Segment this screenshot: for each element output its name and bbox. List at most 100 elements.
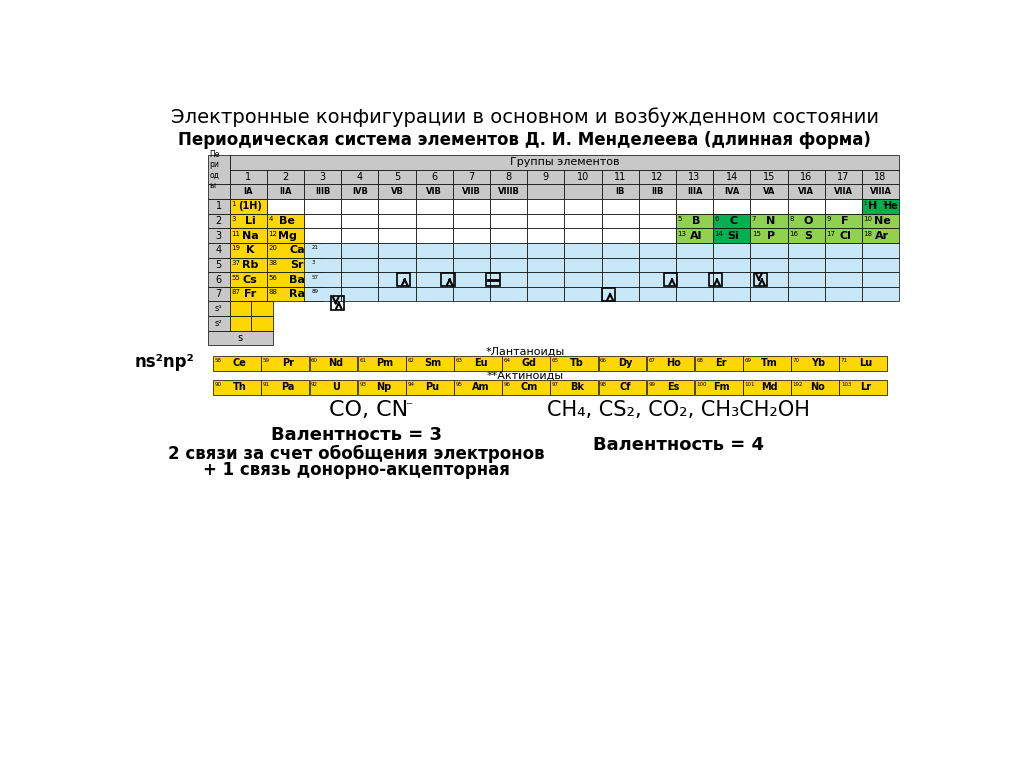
Bar bbox=[862, 287, 899, 301]
Text: 3: 3 bbox=[231, 216, 236, 222]
Bar bbox=[208, 287, 229, 301]
Bar bbox=[266, 199, 304, 214]
Bar bbox=[787, 272, 824, 287]
Bar bbox=[416, 229, 453, 243]
Text: 98: 98 bbox=[600, 382, 607, 387]
Bar bbox=[601, 243, 639, 258]
Bar bbox=[378, 272, 416, 287]
Text: Pr: Pr bbox=[282, 358, 294, 368]
Bar bbox=[304, 184, 341, 199]
Bar bbox=[378, 214, 416, 229]
Text: 67: 67 bbox=[648, 358, 655, 364]
Text: 2: 2 bbox=[283, 172, 289, 182]
Bar bbox=[357, 356, 406, 370]
Text: Периодическая система элементов Д. И. Менделеева (длинная форма): Периодическая система элементов Д. И. Ме… bbox=[178, 131, 871, 149]
Text: 65: 65 bbox=[552, 358, 559, 364]
Bar bbox=[713, 184, 751, 199]
Bar bbox=[378, 199, 416, 214]
Bar bbox=[713, 214, 751, 229]
Bar bbox=[840, 380, 887, 395]
Text: Th: Th bbox=[232, 382, 247, 393]
Bar bbox=[751, 287, 787, 301]
Text: 9: 9 bbox=[543, 172, 549, 182]
Bar bbox=[527, 287, 564, 301]
Bar bbox=[416, 258, 453, 272]
Bar bbox=[266, 243, 323, 258]
Bar bbox=[213, 356, 261, 370]
Bar bbox=[676, 272, 713, 287]
Bar bbox=[647, 356, 694, 370]
Bar bbox=[676, 243, 713, 258]
Text: 4: 4 bbox=[356, 172, 362, 182]
Bar bbox=[527, 258, 564, 272]
Bar bbox=[599, 380, 646, 395]
Text: 1: 1 bbox=[231, 202, 236, 207]
Bar bbox=[527, 199, 564, 214]
Bar bbox=[713, 199, 751, 214]
Text: Tb: Tb bbox=[570, 358, 584, 368]
Bar bbox=[406, 356, 454, 370]
Text: 21: 21 bbox=[311, 245, 318, 250]
Bar bbox=[751, 184, 787, 199]
Bar bbox=[453, 287, 489, 301]
Text: Электронные конфигурации в основном и возбужденном состоянии: Электронные конфигурации в основном и во… bbox=[171, 107, 879, 127]
Text: IB: IB bbox=[615, 187, 625, 196]
Text: 2: 2 bbox=[883, 202, 886, 206]
Text: 11: 11 bbox=[231, 231, 240, 237]
Text: 2: 2 bbox=[215, 216, 222, 226]
Bar bbox=[676, 229, 713, 243]
Bar bbox=[713, 170, 751, 184]
Text: 18: 18 bbox=[874, 172, 887, 182]
Text: + 1 связь донорно-акцепторная: + 1 связь донорно-акцепторная bbox=[203, 461, 510, 479]
Text: 7: 7 bbox=[752, 216, 757, 222]
Bar bbox=[251, 316, 273, 331]
Bar bbox=[647, 380, 694, 395]
Bar bbox=[564, 287, 601, 301]
Bar bbox=[862, 199, 899, 214]
Bar bbox=[639, 243, 676, 258]
Text: VIIIA: VIIIA bbox=[869, 187, 892, 196]
Text: 94: 94 bbox=[408, 382, 415, 387]
Bar bbox=[713, 272, 751, 287]
Bar bbox=[489, 272, 527, 287]
Bar bbox=[378, 258, 416, 272]
Bar bbox=[751, 272, 787, 287]
Bar bbox=[489, 287, 527, 301]
Text: VIIB: VIIB bbox=[462, 187, 480, 196]
Text: 61: 61 bbox=[359, 358, 367, 364]
Bar bbox=[639, 272, 676, 287]
Bar bbox=[599, 356, 646, 370]
Text: 20: 20 bbox=[268, 245, 278, 252]
Text: 90: 90 bbox=[215, 382, 222, 387]
Text: Fm: Fm bbox=[713, 382, 730, 393]
Bar bbox=[676, 199, 713, 214]
Text: *Лантаноиды: *Лантаноиды bbox=[485, 347, 564, 357]
Text: IIIA: IIIA bbox=[687, 187, 702, 196]
Bar bbox=[229, 199, 266, 214]
Bar bbox=[441, 273, 455, 286]
Text: Ar: Ar bbox=[876, 231, 890, 241]
Text: Bk: Bk bbox=[570, 382, 584, 393]
Bar bbox=[564, 229, 601, 243]
Bar bbox=[331, 297, 344, 310]
Text: s²: s² bbox=[215, 319, 222, 328]
Bar bbox=[304, 214, 341, 229]
Bar bbox=[601, 229, 639, 243]
Bar bbox=[751, 243, 787, 258]
Bar bbox=[639, 229, 676, 243]
Text: Np: Np bbox=[377, 382, 392, 393]
Text: 16: 16 bbox=[800, 172, 812, 182]
Bar bbox=[862, 184, 899, 199]
Text: 10: 10 bbox=[577, 172, 589, 182]
Text: 13: 13 bbox=[688, 172, 700, 182]
Text: 3: 3 bbox=[311, 260, 314, 265]
Bar bbox=[266, 272, 323, 287]
Text: IVB: IVB bbox=[352, 187, 368, 196]
Text: Cs: Cs bbox=[243, 275, 257, 285]
Text: Ca: Ca bbox=[290, 245, 305, 255]
Bar bbox=[792, 380, 839, 395]
Bar bbox=[695, 380, 742, 395]
Bar bbox=[266, 258, 323, 272]
Bar bbox=[416, 243, 453, 258]
Text: P: P bbox=[767, 231, 775, 241]
